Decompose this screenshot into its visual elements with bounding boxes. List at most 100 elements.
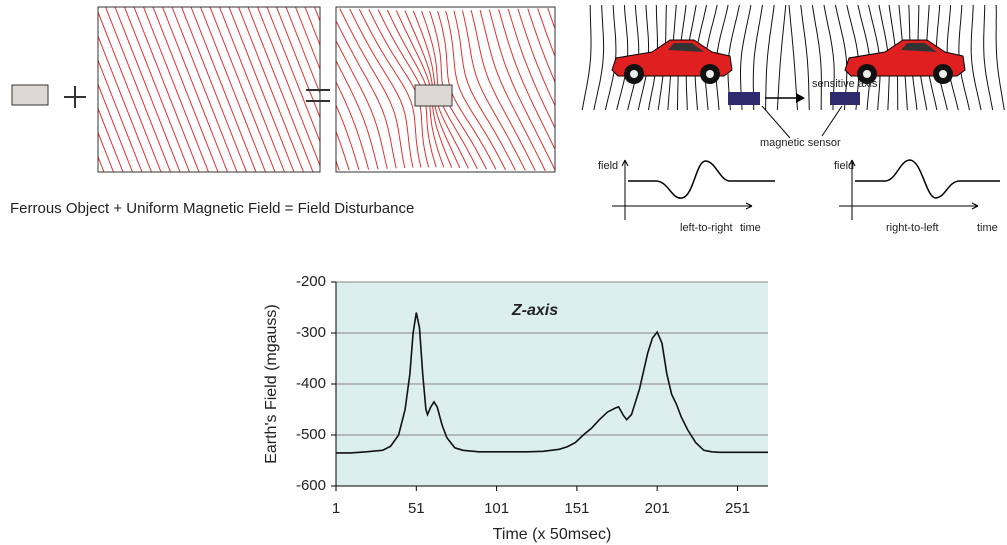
field-line [98, 58, 143, 172]
pointer [761, 105, 791, 139]
field-box [335, 6, 556, 173]
x-tick-label: 251 [725, 500, 750, 517]
field-line [219, 7, 285, 172]
field-line [181, 7, 247, 172]
field-line [336, 39, 388, 169]
car-body [844, 39, 966, 77]
sensitive-axis-label: sensitive axis [812, 78, 878, 90]
field-line [257, 7, 320, 168]
field-line [200, 7, 266, 172]
field-line [479, 9, 546, 172]
field-line [983, 5, 994, 111]
cars [611, 39, 966, 84]
x-axis-label: Time (x 50msec) [493, 526, 612, 543]
field-line [547, 7, 555, 30]
field-line [581, 5, 592, 111]
field-line [995, 5, 1005, 111]
field-line [98, 34, 152, 172]
field-line [133, 7, 200, 172]
x-tick-label: 101 [484, 500, 509, 517]
field-line [98, 83, 133, 172]
field-line [358, 8, 422, 168]
x-tick-label: 201 [645, 500, 670, 517]
ferrous-object [414, 84, 453, 107]
field-line [98, 10, 162, 172]
field-line [339, 8, 406, 169]
field-line [445, 10, 506, 171]
hub [863, 70, 871, 78]
field-line [114, 7, 181, 172]
field-line [171, 7, 238, 172]
field-line [98, 107, 124, 172]
field-line [105, 7, 171, 172]
field-line [453, 10, 516, 171]
caption: Ferrous Object + Uniform Magnetic Field … [10, 200, 414, 217]
field-line [470, 10, 536, 171]
field-line [507, 8, 555, 130]
ferrous-object [11, 84, 49, 106]
y-tick-label: -500 [296, 426, 326, 443]
graph-y-label: field [598, 160, 618, 172]
field-line [336, 80, 370, 170]
plus-sign [64, 86, 86, 108]
field-line [266, 7, 320, 143]
y-tick-label: -300 [296, 324, 326, 341]
field-line [349, 8, 414, 168]
pointer [821, 105, 843, 137]
arrow-head [796, 93, 805, 103]
field-line [498, 9, 555, 151]
x-tick-label: 151 [564, 500, 589, 517]
field-line [98, 155, 105, 172]
field-line [811, 4, 822, 111]
y-tick-label: -600 [296, 477, 326, 494]
data-line [336, 312, 768, 454]
field-line [238, 7, 304, 172]
signal-graph [612, 159, 1000, 220]
field-line [537, 8, 555, 58]
field-line [517, 8, 555, 107]
field-line [304, 7, 320, 47]
field-line [568, 8, 636, 172]
hub [939, 70, 947, 78]
field-line [228, 7, 295, 172]
sensor [728, 92, 760, 105]
field-line [800, 4, 810, 111]
car-body [611, 39, 733, 77]
field-line [336, 59, 379, 170]
field-line [788, 4, 798, 111]
field-line [488, 9, 555, 172]
field-line [143, 7, 209, 172]
graph-direction: right-to-left [886, 222, 939, 234]
field-line [209, 7, 276, 172]
field-line [247, 7, 314, 172]
car-window [668, 43, 704, 52]
y-tick-label: -400 [296, 375, 326, 392]
car-window [901, 43, 937, 52]
equals-sign [306, 89, 330, 102]
x-tick-label: 51 [408, 500, 425, 517]
hub [706, 70, 714, 78]
field-line [152, 7, 219, 172]
graph-x-label: time [740, 222, 761, 234]
y-tick-label: -200 [296, 273, 326, 290]
y-axis-label: Earth's Field (mgauss) [263, 304, 280, 464]
graph-x-label: time [977, 222, 998, 234]
field-line [190, 7, 257, 172]
field-line [124, 7, 190, 172]
field-line [461, 10, 526, 171]
field-line [295, 7, 320, 71]
sensor [830, 92, 860, 105]
field-line [336, 103, 360, 171]
field-line [604, 4, 617, 111]
field-line [765, 4, 775, 111]
field-line [336, 19, 397, 169]
x-tick-label: 1 [332, 500, 340, 517]
graph-direction: left-to-right [680, 222, 733, 234]
field-line [593, 4, 605, 111]
magnetic-sensor-label: magnetic sensor [760, 137, 841, 149]
field-line [970, 4, 982, 111]
field-line [162, 7, 228, 172]
field-line [98, 131, 114, 172]
field-line [527, 8, 555, 84]
